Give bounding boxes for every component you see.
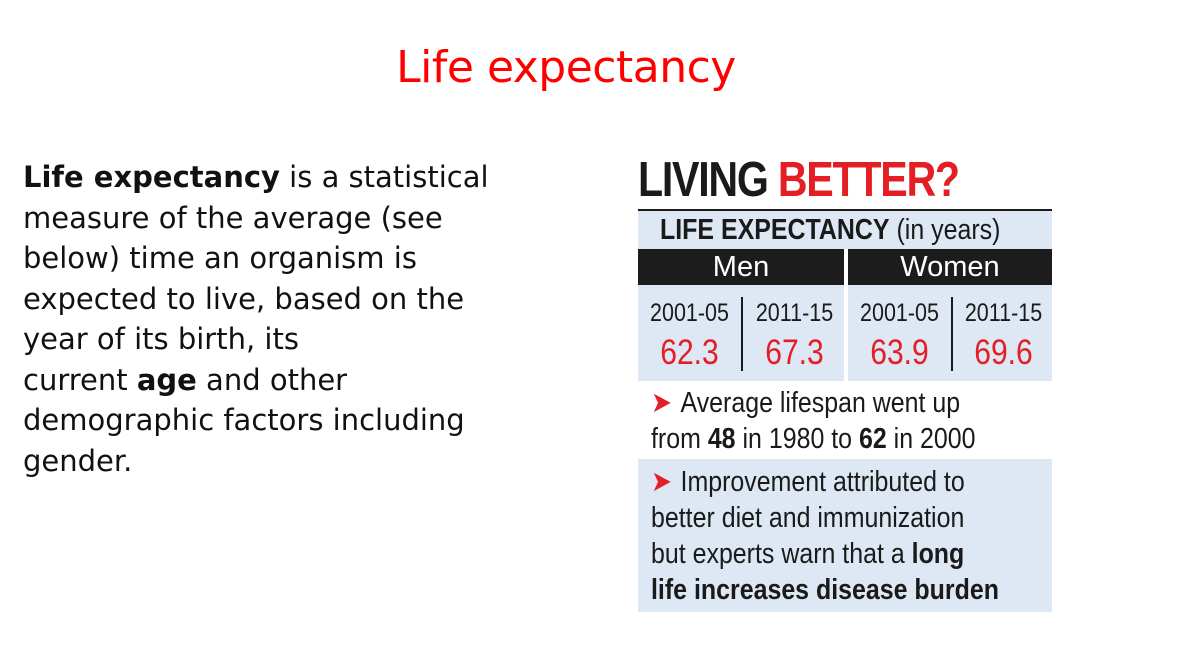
- women-2001-05-column: 2001-05 63.9: [848, 285, 951, 375]
- infographic-headline: LIVING BETTER?: [638, 153, 960, 207]
- group-label-women: Women: [900, 251, 1000, 283]
- body-line: current age and other: [23, 362, 348, 397]
- bullet-lifespan: ➤ Average lifespan went up from 48 in 198…: [638, 381, 1052, 457]
- body-paragraph: Life expectancy is a statistical measure…: [23, 157, 493, 481]
- column-separator: [741, 297, 743, 371]
- bullet-line: life increases disease burden: [651, 574, 999, 606]
- body-line: gender.: [23, 443, 133, 478]
- body-line: below) time an organism is: [23, 241, 417, 275]
- headline-rule: [638, 209, 1052, 211]
- bullet-line: but experts warn that a long: [651, 538, 965, 570]
- infographic-subtitle: LIFE EXPECTANCY (in years): [660, 214, 1001, 246]
- body-line: year of its birth, its: [23, 322, 299, 356]
- group-label-men: Men: [712, 251, 770, 283]
- group-separator: [844, 285, 848, 381]
- body-line: demographic factors including: [23, 403, 465, 437]
- women-2011-15-column: 2011-15 69.6: [952, 285, 1055, 375]
- life-expectancy-value: 67.3: [765, 333, 824, 372]
- column-separator: [951, 297, 953, 371]
- slide-title: Life expectancy: [396, 42, 736, 93]
- red-arrow-icon: ➤: [651, 466, 672, 498]
- body-line: expected to live, based on the: [23, 281, 465, 316]
- men-2011-15-column: 2011-15 67.3: [743, 285, 846, 375]
- term-age: age: [136, 362, 197, 397]
- red-arrow-icon: ➤: [651, 387, 672, 419]
- men-2001-05-column: 2001-05 62.3: [638, 285, 741, 375]
- life-expectancy-value: 69.6: [974, 333, 1033, 372]
- group-divider: [844, 249, 848, 285]
- period-label: 2011-15: [755, 299, 834, 327]
- infographic: LIVING BETTER? LIFE EXPECTANCY (in years…: [638, 152, 1052, 612]
- life-expectancy-value: 62.3: [660, 333, 719, 372]
- gender-header-bar: Men Women: [638, 249, 1052, 285]
- values-band: 2001-05 62.3 2011-15 67.3 2001-05 63.9 2…: [638, 285, 1052, 381]
- body-line: measure of the average (see: [23, 200, 443, 235]
- bullet-line: better diet and immunization: [651, 502, 965, 534]
- subtitle-band: LIFE EXPECTANCY (in years): [638, 211, 1052, 249]
- body-line: Life expectancy is a statistical: [23, 160, 489, 194]
- period-label: 2011-15: [964, 299, 1043, 327]
- period-label: 2001-05: [650, 299, 729, 327]
- bullet-line: ➤ Improvement attributed to: [651, 466, 965, 498]
- bullet-line: ➤ Average lifespan went up: [651, 387, 961, 419]
- life-expectancy-value: 63.9: [870, 333, 929, 372]
- term-life-expectancy: Life expectancy: [23, 160, 280, 194]
- bullet-improvement: ➤ Improvement attributed to better diet a…: [638, 459, 1052, 612]
- bullet-line: from 48 in 1980 to 62 in 2000: [651, 423, 976, 455]
- period-label: 2001-05: [860, 299, 939, 327]
